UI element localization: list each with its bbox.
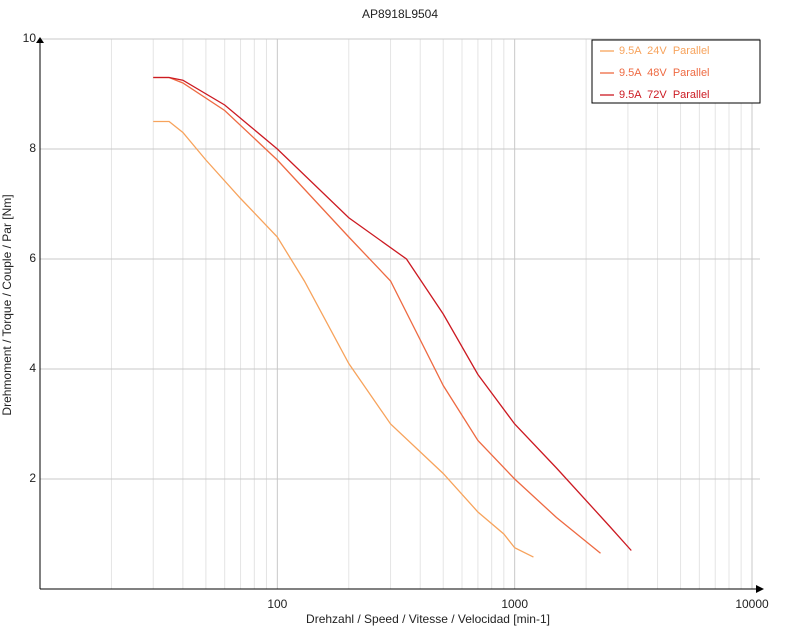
series-line <box>153 76 632 551</box>
y-axis-label: Drehmoment / Torque / Couple / Par [Nm] <box>0 194 14 415</box>
y-tick-label: 4 <box>29 361 36 375</box>
chart-title: AP8918L9504 <box>362 7 438 21</box>
legend-label: 9.5A 48V Parallel <box>619 67 710 79</box>
legend-label: 9.5A 72V Parallel <box>619 89 710 101</box>
y-tick-label: 2 <box>29 471 36 485</box>
legend-box <box>591 39 761 104</box>
x-axis-label: Drehzahl / Speed / Vitesse / Velocidad [… <box>306 612 550 626</box>
series-line <box>153 120 534 558</box>
series-line <box>153 76 601 554</box>
x-tick-label: 10000 <box>735 597 769 611</box>
y-tick-label: 8 <box>29 141 36 155</box>
x-tick-label: 1000 <box>501 597 528 611</box>
x-tick-label: 100 <box>267 597 287 611</box>
y-tick-label: 6 <box>29 251 36 265</box>
y-tick-label: 10 <box>23 31 37 45</box>
y-axis-arrow <box>36 37 44 43</box>
x-axis-arrow <box>756 585 764 593</box>
legend-label: 9.5A 24V Parallel <box>619 45 710 57</box>
